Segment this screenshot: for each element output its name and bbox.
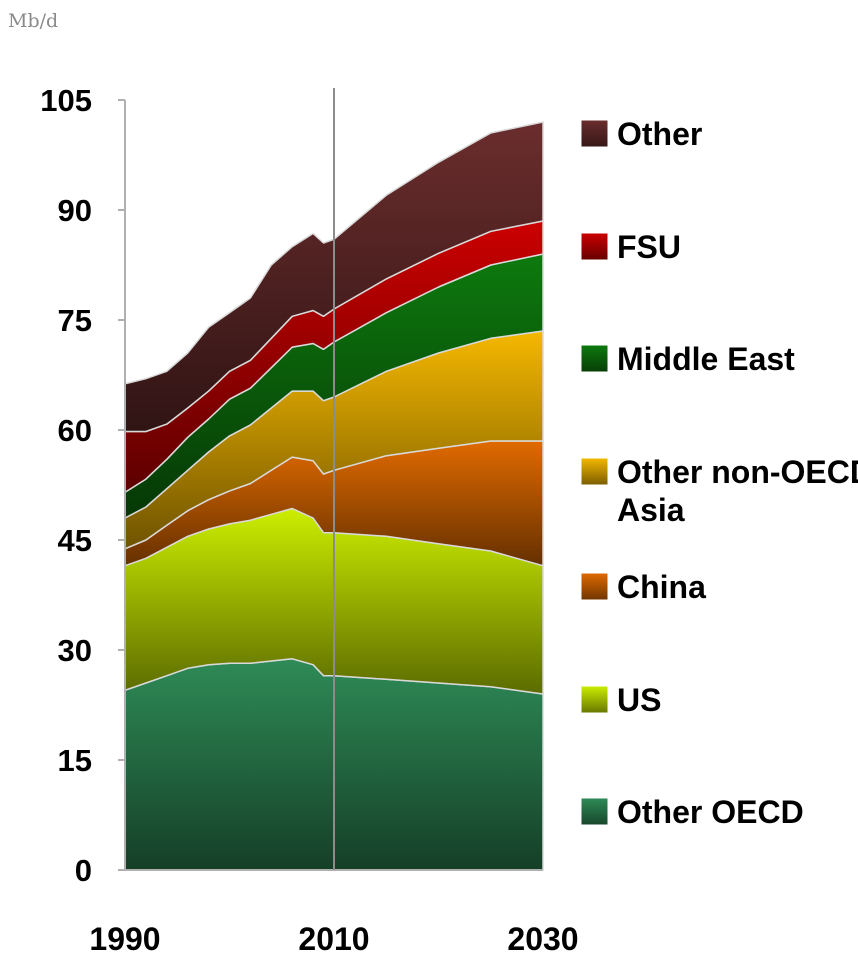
y-tick-label: 30: [58, 633, 92, 668]
legend-label-fsu: FSU: [617, 229, 681, 265]
y-tick-label: 90: [58, 193, 92, 228]
x-tick-labels: 1990 2010 2030: [89, 921, 578, 957]
x-tick-label: 2030: [507, 921, 578, 957]
legend-swatch-other: [580, 119, 609, 148]
legend-swatch-china: [580, 572, 609, 601]
x-tick-label: 2010: [298, 921, 369, 957]
legend-swatch-other-non-oecd-asia: [580, 457, 609, 486]
y-tick-label: 75: [58, 303, 92, 338]
y-tick-labels: 0 15 30 45 60 75 90 105: [40, 83, 125, 888]
y-tick-label: 15: [58, 743, 92, 778]
legend-swatch-middle-east: [580, 344, 609, 373]
legend-label-other-non-oecd-asia: Other non-OECD-Asia: [617, 454, 858, 528]
legend-label-us: US: [617, 682, 661, 718]
y-tick-label: 105: [40, 83, 92, 118]
legend-swatch-other-oecd: [580, 797, 609, 826]
legend-label-other-oecd: Other OECD: [617, 794, 804, 830]
legend-label-china: China: [617, 569, 706, 605]
legend-swatch-fsu: [580, 232, 609, 261]
legend-swatch-us: [580, 685, 609, 714]
chart-axes: [124, 88, 543, 871]
legend-label-other: Other: [617, 116, 702, 152]
legend-label-middle-east: Middle East: [617, 341, 795, 377]
x-tick-label: 1990: [89, 921, 160, 957]
unit-label: Mb/d: [8, 10, 58, 32]
y-tick-label: 45: [58, 523, 92, 558]
legend: Other FSU Middle East Other non-OECD-Asia Ch…: [580, 116, 858, 830]
y-tick-label: 0: [75, 853, 92, 888]
y-tick-label: 60: [58, 413, 92, 448]
